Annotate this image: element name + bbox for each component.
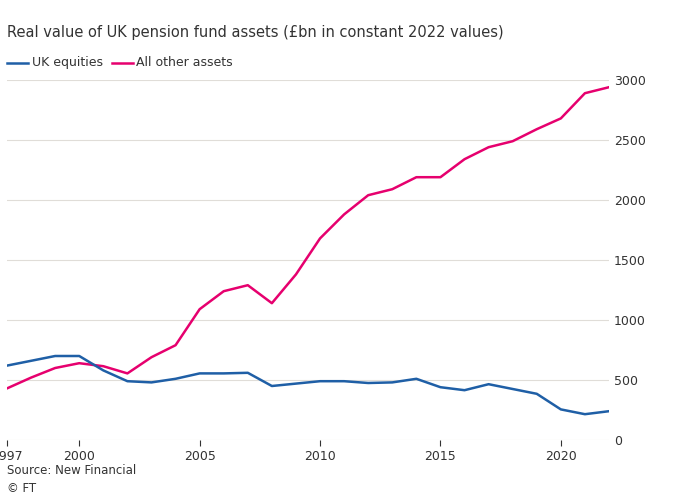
UK equities xyxy=(147,380,155,386)
UK equities xyxy=(99,368,108,374)
UK equities xyxy=(605,408,613,414)
All other assets xyxy=(605,84,613,90)
All other assets xyxy=(27,374,35,380)
All other assets xyxy=(75,360,83,366)
All other assets xyxy=(195,306,204,312)
All other assets xyxy=(220,288,228,294)
All other assets xyxy=(556,116,565,121)
All other assets xyxy=(412,174,421,180)
All other assets xyxy=(244,282,252,288)
Line: All other assets: All other assets xyxy=(7,87,609,388)
UK equities xyxy=(533,391,541,397)
UK equities xyxy=(292,380,300,386)
UK equities xyxy=(75,353,83,359)
All other assets xyxy=(316,236,324,242)
UK equities xyxy=(508,386,517,392)
All other assets xyxy=(388,186,396,192)
UK equities xyxy=(581,411,589,417)
UK equities xyxy=(220,370,228,376)
All other assets xyxy=(147,354,155,360)
All other assets xyxy=(123,370,132,376)
Text: Source: New Financial: Source: New Financial xyxy=(7,464,136,477)
UK equities xyxy=(3,362,11,368)
All other assets xyxy=(461,156,469,162)
UK equities xyxy=(316,378,324,384)
UK equities xyxy=(340,378,349,384)
All other assets xyxy=(340,212,349,218)
UK equities xyxy=(412,376,421,382)
All other assets xyxy=(172,342,180,348)
UK equities xyxy=(461,387,469,393)
UK equities xyxy=(267,383,276,389)
UK equities xyxy=(123,378,132,384)
Text: Real value of UK pension fund assets (£bn in constant 2022 values): Real value of UK pension fund assets (£b… xyxy=(7,25,503,40)
UK equities xyxy=(195,370,204,376)
UK equities xyxy=(388,380,396,386)
UK equities xyxy=(27,358,35,364)
Text: All other assets: All other assets xyxy=(136,56,233,69)
All other assets xyxy=(581,90,589,96)
UK equities xyxy=(172,376,180,382)
UK equities xyxy=(364,380,372,386)
Line: UK equities: UK equities xyxy=(7,356,609,414)
All other assets xyxy=(436,174,445,180)
Text: UK equities: UK equities xyxy=(32,56,102,69)
All other assets xyxy=(364,192,372,198)
All other assets xyxy=(51,365,60,371)
Text: © FT: © FT xyxy=(7,482,36,495)
UK equities xyxy=(51,353,60,359)
All other assets xyxy=(267,300,276,306)
UK equities xyxy=(436,384,445,390)
All other assets xyxy=(508,138,517,144)
UK equities xyxy=(556,406,565,412)
All other assets xyxy=(533,126,541,132)
UK equities xyxy=(484,381,493,387)
All other assets xyxy=(99,363,108,369)
All other assets xyxy=(3,386,11,392)
All other assets xyxy=(292,272,300,278)
UK equities xyxy=(244,370,252,376)
All other assets xyxy=(484,144,493,150)
